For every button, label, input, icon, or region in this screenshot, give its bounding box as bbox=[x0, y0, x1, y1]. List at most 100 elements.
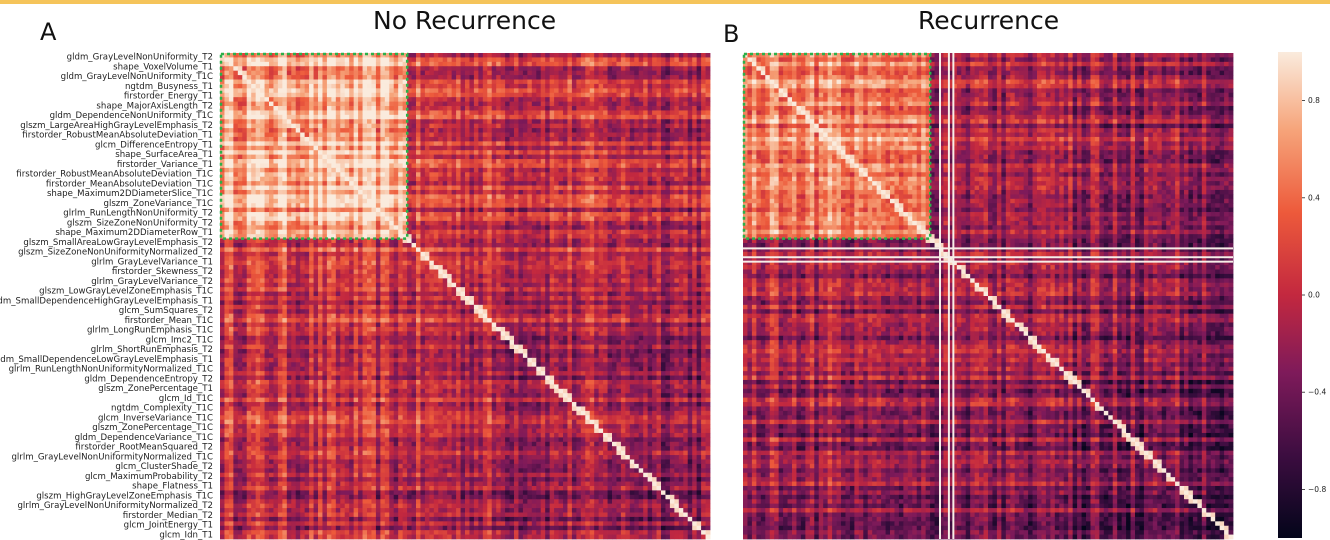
heatmap-cell bbox=[603, 177, 608, 182]
heatmap-cell bbox=[612, 93, 617, 98]
heatmap-cell bbox=[599, 71, 604, 76]
heatmap-cell bbox=[282, 247, 287, 252]
heatmap-cell bbox=[336, 66, 341, 71]
heatmap-cell bbox=[287, 137, 292, 142]
heatmap-cell bbox=[305, 190, 310, 195]
heatmap-cell bbox=[639, 93, 644, 98]
heatmap-cell bbox=[630, 53, 635, 58]
heatmap-cell bbox=[572, 146, 577, 151]
heatmap-cell bbox=[514, 128, 519, 133]
heatmap-cell bbox=[327, 88, 332, 93]
heatmap-cell bbox=[438, 150, 443, 155]
heatmap-cell bbox=[594, 163, 599, 168]
heatmap-cell bbox=[679, 133, 684, 138]
heatmap-cell bbox=[233, 221, 238, 226]
heatmap-cell bbox=[447, 194, 452, 199]
heatmap-cell bbox=[648, 71, 653, 76]
heatmap-cell bbox=[701, 66, 706, 71]
heatmap-cell bbox=[247, 150, 252, 155]
heatmap-cell bbox=[345, 230, 350, 235]
heatmap-cell bbox=[456, 124, 461, 129]
heatmap-cell bbox=[354, 62, 359, 67]
heatmap-cell bbox=[697, 146, 702, 151]
heatmap-cell bbox=[345, 141, 350, 146]
heatmap-cell bbox=[273, 216, 278, 221]
heatmap-cell bbox=[229, 128, 234, 133]
heatmap-cell bbox=[265, 159, 270, 164]
heatmap-cell bbox=[363, 159, 368, 164]
heatmap-cell bbox=[465, 119, 470, 124]
heatmap-cell bbox=[648, 80, 653, 85]
heatmap-cell bbox=[452, 172, 457, 177]
heatmap-cell bbox=[492, 75, 497, 80]
heatmap-cell bbox=[536, 203, 541, 208]
heatmap-cell bbox=[492, 199, 497, 204]
heatmap-cell bbox=[630, 141, 635, 146]
heatmap-cell bbox=[492, 57, 497, 62]
heatmap-cell bbox=[492, 190, 497, 195]
heatmap-cell bbox=[634, 159, 639, 164]
heatmap-cell bbox=[505, 199, 510, 204]
heatmap-cell bbox=[403, 243, 408, 248]
heatmap-cell bbox=[692, 239, 697, 244]
heatmap-cell bbox=[452, 133, 457, 138]
heatmap-cell bbox=[621, 102, 626, 107]
heatmap-cell bbox=[514, 234, 519, 239]
heatmap-cell bbox=[322, 199, 327, 204]
heatmap-cell bbox=[452, 88, 457, 93]
heatmap-cell bbox=[318, 221, 323, 226]
heatmap-cell bbox=[318, 137, 323, 142]
heatmap-cell bbox=[358, 97, 363, 102]
heatmap-cell bbox=[706, 155, 711, 160]
heatmap-cell bbox=[621, 128, 626, 133]
heatmap-cell bbox=[514, 159, 519, 164]
heatmap-cell bbox=[305, 243, 310, 248]
heatmap-cell bbox=[345, 80, 350, 85]
heatmap-cell bbox=[340, 84, 345, 89]
heatmap-cell bbox=[242, 159, 247, 164]
heatmap-cell bbox=[229, 186, 234, 191]
heatmap-cell bbox=[420, 212, 425, 217]
heatmap-cell bbox=[496, 146, 501, 151]
heatmap-cell bbox=[674, 75, 679, 80]
heatmap-cell bbox=[492, 225, 497, 230]
heatmap-cell bbox=[478, 141, 483, 146]
heatmap-cell bbox=[692, 199, 697, 204]
heatmap-cell bbox=[273, 186, 278, 191]
heatmap-cell bbox=[639, 190, 644, 195]
heatmap-cell bbox=[269, 230, 274, 235]
heatmap-cell bbox=[363, 93, 368, 98]
heatmap-cell bbox=[518, 172, 523, 177]
heatmap-cell bbox=[581, 212, 586, 217]
heatmap-cell bbox=[594, 80, 599, 85]
heatmap-cell bbox=[309, 141, 314, 146]
heatmap-cell bbox=[608, 212, 613, 217]
heatmap-cell bbox=[358, 155, 363, 160]
heatmap-cell bbox=[536, 97, 541, 102]
heatmap-cell bbox=[625, 75, 630, 80]
heatmap-cell bbox=[585, 155, 590, 160]
heatmap-cell bbox=[679, 168, 684, 173]
heatmap-cell bbox=[247, 93, 252, 98]
heatmap-cell bbox=[518, 102, 523, 107]
heatmap-cell bbox=[536, 239, 541, 244]
heatmap-cell bbox=[679, 155, 684, 160]
heatmap-cell bbox=[630, 225, 635, 230]
heatmap-cell bbox=[501, 133, 506, 138]
heatmap-cell bbox=[474, 146, 479, 151]
heatmap-cell bbox=[363, 71, 368, 76]
heatmap-cell bbox=[474, 53, 479, 58]
heatmap-cell bbox=[389, 141, 394, 146]
heatmap-cell bbox=[354, 141, 359, 146]
heatmap-cell bbox=[465, 57, 470, 62]
heatmap-cell bbox=[683, 203, 688, 208]
heatmap-cell bbox=[278, 194, 283, 199]
heatmap-cell bbox=[559, 141, 564, 146]
heatmap-cell bbox=[639, 155, 644, 160]
heatmap-cell bbox=[492, 221, 497, 226]
heatmap-cell bbox=[233, 199, 238, 204]
heatmap-cell bbox=[416, 119, 421, 124]
heatmap-cell bbox=[340, 190, 345, 195]
heatmap-cell bbox=[452, 194, 457, 199]
heatmap-cell bbox=[456, 106, 461, 111]
